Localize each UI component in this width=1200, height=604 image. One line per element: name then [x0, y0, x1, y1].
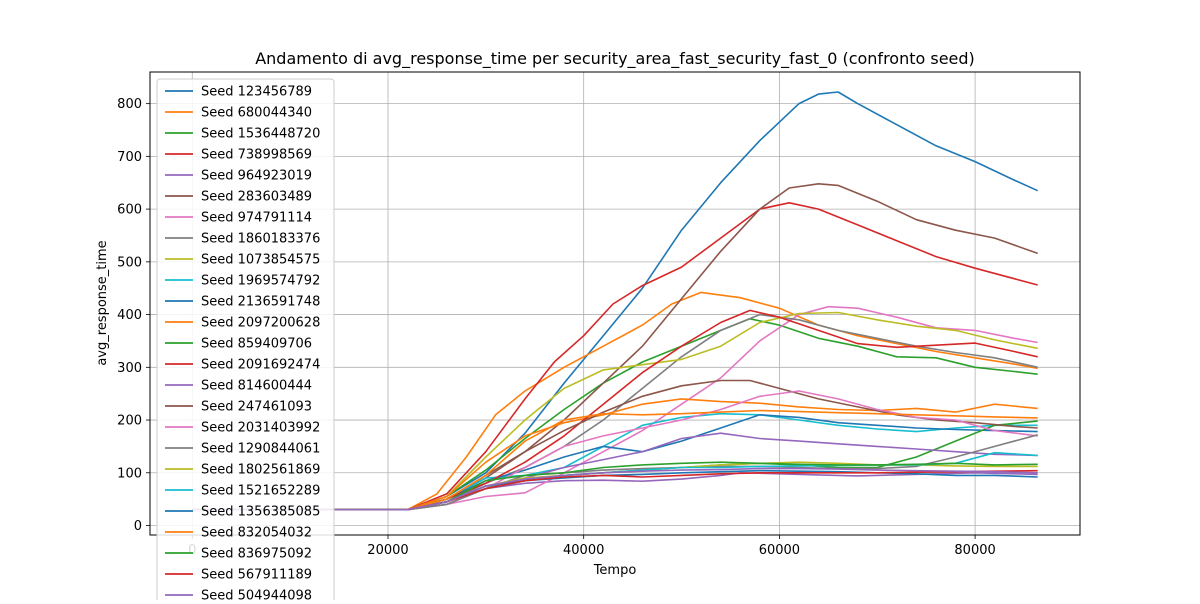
y-tick-label: 500	[117, 255, 142, 270]
legend-label: Seed 1860183376	[201, 232, 320, 247]
axes: 0200004000060000800000100200300400500600…	[117, 97, 996, 558]
legend-label: Seed 738998569	[201, 148, 312, 163]
legend-label: Seed 2136591748	[201, 295, 320, 310]
legend: Seed 123456789 Seed 680044340 Seed 1536448…	[156, 78, 335, 604]
y-tick-label: 0	[134, 519, 142, 534]
x-tick-label: 20000	[367, 543, 408, 558]
legend-label: Seed 1969574792	[201, 274, 320, 289]
legend-label: Seed 504944098	[201, 589, 312, 601]
legend-label: Seed 2031403992	[201, 421, 320, 436]
chart-title: Andamento di avg_response_time per secur…	[255, 49, 975, 69]
y-axis-label: avg_response_time	[95, 240, 110, 365]
series-line-1	[192, 91, 1039, 511]
legend-label: Seed 1802561869	[201, 463, 320, 478]
legend-label: Seed 836975092	[201, 547, 312, 562]
legend-label: Seed 247461093	[201, 400, 312, 415]
legend-label: Seed 964923019	[201, 169, 312, 184]
legend-label: Seed 1536448720	[201, 127, 320, 142]
legend-label: Seed 974791114	[201, 211, 312, 226]
legend-label: Seed 814600444	[201, 379, 312, 394]
series-line-14	[192, 309, 1038, 511]
x-axis-label: Tempo	[593, 563, 637, 578]
legend-label: Seed 1290844061	[201, 442, 320, 457]
y-tick-label: 800	[117, 97, 142, 112]
series-lines	[192, 91, 1039, 511]
legend-label: Seed 123456789	[201, 85, 312, 100]
y-tick-label: 400	[117, 308, 142, 323]
y-tick-label: 600	[117, 203, 142, 218]
y-tick-label: 200	[117, 414, 142, 429]
legend-label: Seed 283603489	[201, 190, 312, 205]
legend-box	[156, 78, 335, 604]
x-tick-label: 40000	[563, 543, 604, 558]
legend-label: Seed 832054032	[201, 526, 312, 541]
plot-frame	[149, 71, 1081, 536]
series-line-22	[192, 409, 1038, 511]
legend-label: Seed 680044340	[201, 106, 312, 121]
legend-label: Seed 2097200628	[201, 316, 320, 331]
legend-label: Seed 567911189	[201, 568, 312, 583]
series-line-24	[192, 469, 1038, 511]
legend-label: Seed 2091692474	[201, 358, 320, 373]
x-tick-label: 80000	[954, 543, 995, 558]
series-line-2	[192, 291, 1038, 511]
x-tick-label: 60000	[759, 543, 800, 558]
y-tick-label: 700	[117, 150, 142, 165]
y-tick-label: 300	[117, 361, 142, 376]
legend-label: Seed 859409706	[201, 337, 312, 352]
series-line-25	[192, 467, 1038, 511]
series-line-4	[192, 202, 1038, 511]
series-line-23	[192, 461, 1038, 511]
series-line-12	[192, 398, 1038, 511]
legend-label: Seed 1073854575	[201, 253, 320, 268]
series-line-9	[192, 311, 1038, 511]
y-tick-label: 100	[117, 466, 142, 481]
legend-label: Seed 1356385085	[201, 505, 320, 520]
legend-label: Seed 1521652289	[201, 484, 320, 499]
